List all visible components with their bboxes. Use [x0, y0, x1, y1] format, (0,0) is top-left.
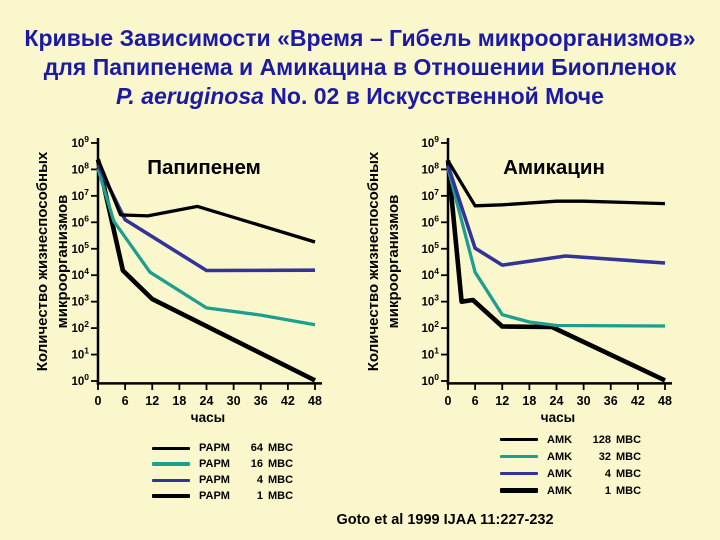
- legend-drug-label: AMK: [547, 484, 573, 497]
- legend-drug-label: PAPM: [199, 442, 230, 454]
- svg-text:100: 100: [421, 372, 439, 388]
- legend-line-swatch: [152, 478, 190, 482]
- svg-text:103: 103: [71, 293, 89, 309]
- svg-text:104: 104: [421, 266, 439, 282]
- legend-row: PAPM 4 MBC: [152, 472, 293, 488]
- legend-value: 1: [604, 484, 611, 497]
- organism-name: P. aeruginosa: [116, 83, 264, 109]
- legend-line-swatch: [500, 438, 538, 441]
- svg-text:102: 102: [421, 319, 439, 335]
- svg-text:109: 109: [71, 134, 89, 150]
- svg-text:108: 108: [71, 160, 89, 176]
- svg-text:6: 6: [122, 394, 129, 408]
- title-line-3-rest: No. 02 в Искусственной Моче: [263, 83, 604, 109]
- svg-text:12: 12: [495, 394, 509, 408]
- svg-text:108: 108: [421, 160, 439, 176]
- svg-text:103: 103: [421, 293, 439, 309]
- svg-text:104: 104: [71, 266, 89, 282]
- legend-row: PAPM 64 MBC: [152, 440, 293, 456]
- legend-unit: MBC: [268, 442, 294, 454]
- citation: Goto et al 1999 IJAA 11:227-232: [336, 512, 554, 528]
- svg-text:24: 24: [200, 394, 214, 408]
- legend-line-swatch: [500, 488, 538, 493]
- legend-row: PAPM 16 MBC: [152, 456, 293, 472]
- svg-text:101: 101: [71, 346, 89, 362]
- legend-row: AMK 128 MBC: [500, 431, 641, 448]
- legend-drug-label: PAPM: [199, 490, 230, 502]
- slide-title: Кривые Зависимости «Время – Гибель микро…: [0, 24, 720, 111]
- legend-drug-label: PAPM: [199, 474, 230, 486]
- svg-text:Папипенем: Папипенем: [147, 156, 261, 179]
- svg-text:30: 30: [577, 394, 591, 408]
- svg-text:102: 102: [71, 319, 89, 335]
- legend-papipenem: PAPM 64 MBC PAPM 16 MBC PAPM 4 MBC PAPM …: [152, 440, 293, 504]
- legend-value: 1: [256, 490, 263, 502]
- legend-drug-label: AMK: [547, 467, 573, 480]
- legend-unit: MBC: [616, 450, 642, 463]
- legend-row: AMK 4 MBC: [500, 465, 641, 482]
- svg-text:105: 105: [71, 240, 89, 256]
- legend-line-swatch: [152, 493, 190, 499]
- legend-value: 64: [250, 442, 263, 454]
- legend-unit: MBC: [616, 433, 642, 446]
- svg-text:106: 106: [421, 213, 439, 229]
- svg-text:часы: часы: [191, 410, 225, 425]
- legend-line-swatch: [152, 462, 190, 466]
- amikacin-chart: 100 101 102 103 104 105 106 107 108 109 0 6 12 18 24 30…: [421, 134, 672, 425]
- title-line-2: для Папипенема и Амикацина в Отношении Б…: [43, 54, 677, 80]
- legend-row: AMK 1 MBC: [500, 482, 641, 499]
- svg-text:48: 48: [658, 394, 672, 408]
- legend-drug-label: AMK: [547, 433, 573, 446]
- legend-drug-label: PAPM: [199, 458, 230, 470]
- svg-text:101: 101: [421, 346, 439, 362]
- svg-text:36: 36: [254, 394, 268, 408]
- legend-value: 4: [256, 474, 263, 486]
- legend-unit: MBC: [268, 490, 294, 502]
- legend-value: 16: [250, 458, 263, 470]
- legend-line-swatch: [500, 454, 538, 459]
- svg-text:Амикацин: Амикацин: [503, 156, 605, 179]
- svg-text:100: 100: [71, 372, 89, 388]
- title-line-1: Кривые Зависимости «Время – Гибель микро…: [24, 25, 696, 51]
- legend-value: 4: [604, 467, 611, 480]
- svg-text:0: 0: [95, 394, 102, 408]
- svg-text:109: 109: [421, 134, 439, 150]
- svg-text:105: 105: [421, 240, 439, 256]
- legend-value: 32: [598, 450, 611, 463]
- svg-text:42: 42: [631, 394, 645, 408]
- legend-row: PAPM 1 MBC: [152, 488, 293, 504]
- svg-text:107: 107: [71, 187, 89, 203]
- legend-unit: MBC: [616, 467, 642, 480]
- svg-text:18: 18: [172, 394, 186, 408]
- legend-value: 128: [592, 433, 611, 446]
- svg-text:0: 0: [445, 394, 452, 408]
- legend-drug-label: AMK: [547, 450, 573, 463]
- title-line-3: P. aeruginosa No. 02 в Искусственной Моч…: [0, 82, 720, 111]
- svg-text:42: 42: [281, 394, 295, 408]
- svg-text:107: 107: [421, 187, 439, 203]
- legend-line-swatch: [500, 472, 538, 475]
- svg-text:12: 12: [145, 394, 159, 408]
- legend-line-swatch: [152, 446, 190, 450]
- svg-text:36: 36: [604, 394, 618, 408]
- svg-text:48: 48: [308, 394, 322, 408]
- legend-amikacin: AMK 128 MBC AMK 32 MBC AMK 4 MBC AMK 1 M…: [500, 431, 641, 499]
- papipenem-chart: 100 101 102 103 104 105 106 107 108 109 0 6 12 18 24 30…: [71, 134, 322, 425]
- svg-text:18: 18: [522, 394, 536, 408]
- svg-text:часы: часы: [541, 410, 575, 425]
- legend-unit: MBC: [268, 474, 294, 486]
- svg-text:30: 30: [227, 394, 241, 408]
- svg-text:6: 6: [472, 394, 479, 408]
- svg-text:106: 106: [71, 213, 89, 229]
- legend-unit: MBC: [268, 458, 294, 470]
- legend-unit: MBC: [616, 484, 642, 497]
- svg-text:24: 24: [550, 394, 564, 408]
- legend-row: AMK 32 MBC: [500, 448, 641, 465]
